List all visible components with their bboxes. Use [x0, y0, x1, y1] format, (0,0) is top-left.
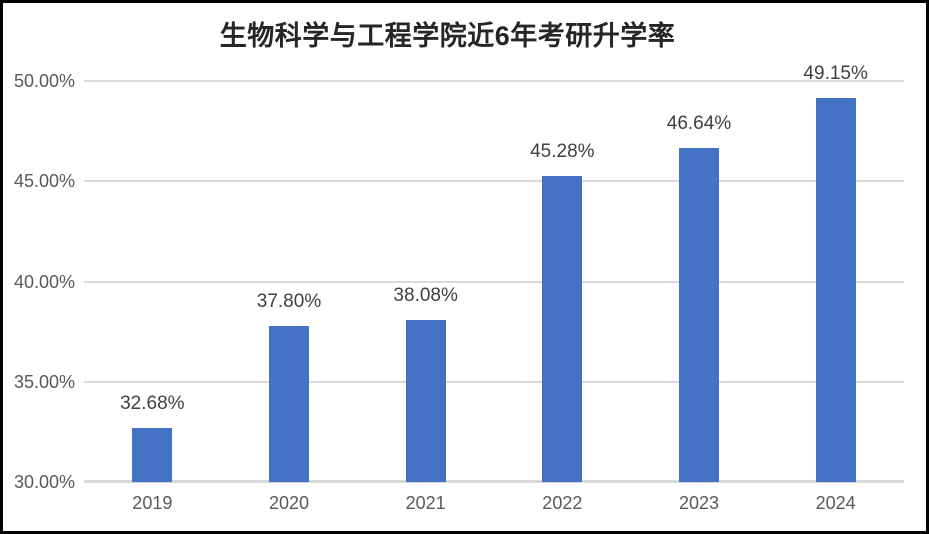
bar-value-label: 38.08% — [393, 285, 458, 306]
bar-value-label: 46.64% — [666, 113, 732, 135]
y-axis-tick-label: 45.00% — [13, 171, 75, 192]
bar-value-label: 37.80% — [256, 290, 322, 312]
plot-area: 32.68% 37.80% 38.08% 45.28% 46.64% 49.15% — [84, 63, 904, 483]
bar — [405, 320, 446, 482]
gridline — [84, 80, 904, 82]
x-axis-tick-label: 2021 — [405, 493, 446, 513]
bar-value-label: 45.28% — [530, 140, 595, 162]
bar — [269, 325, 309, 482]
gridline — [84, 380, 904, 383]
x-axis-tick-label: 2020 — [268, 493, 310, 513]
y-axis-tick-label: 50.00% — [13, 71, 75, 91]
gridline — [84, 280, 904, 283]
bar — [542, 175, 583, 482]
x-axis-tick-label: 2024 — [815, 493, 856, 513]
y-axis-tick-label: 30.00% — [13, 472, 75, 492]
x-axis-line — [84, 480, 904, 483]
x-axis-tick-label: 2019 — [132, 493, 173, 513]
chart-title: 生物科学与工程学院近6年考研升学率 — [219, 21, 676, 51]
bar-value-label: 32.68% — [120, 393, 185, 415]
bar-value-label: 49.15% — [803, 63, 868, 85]
bar — [679, 148, 719, 482]
y-axis-tick-label: 40.00% — [13, 271, 75, 292]
x-axis-tick-label: 2022 — [542, 493, 583, 513]
bar — [815, 98, 856, 482]
x-axis-tick-label: 2023 — [678, 493, 720, 513]
gridline — [84, 180, 904, 183]
bar — [132, 428, 173, 482]
y-axis-tick-label: 35.00% — [13, 371, 75, 392]
